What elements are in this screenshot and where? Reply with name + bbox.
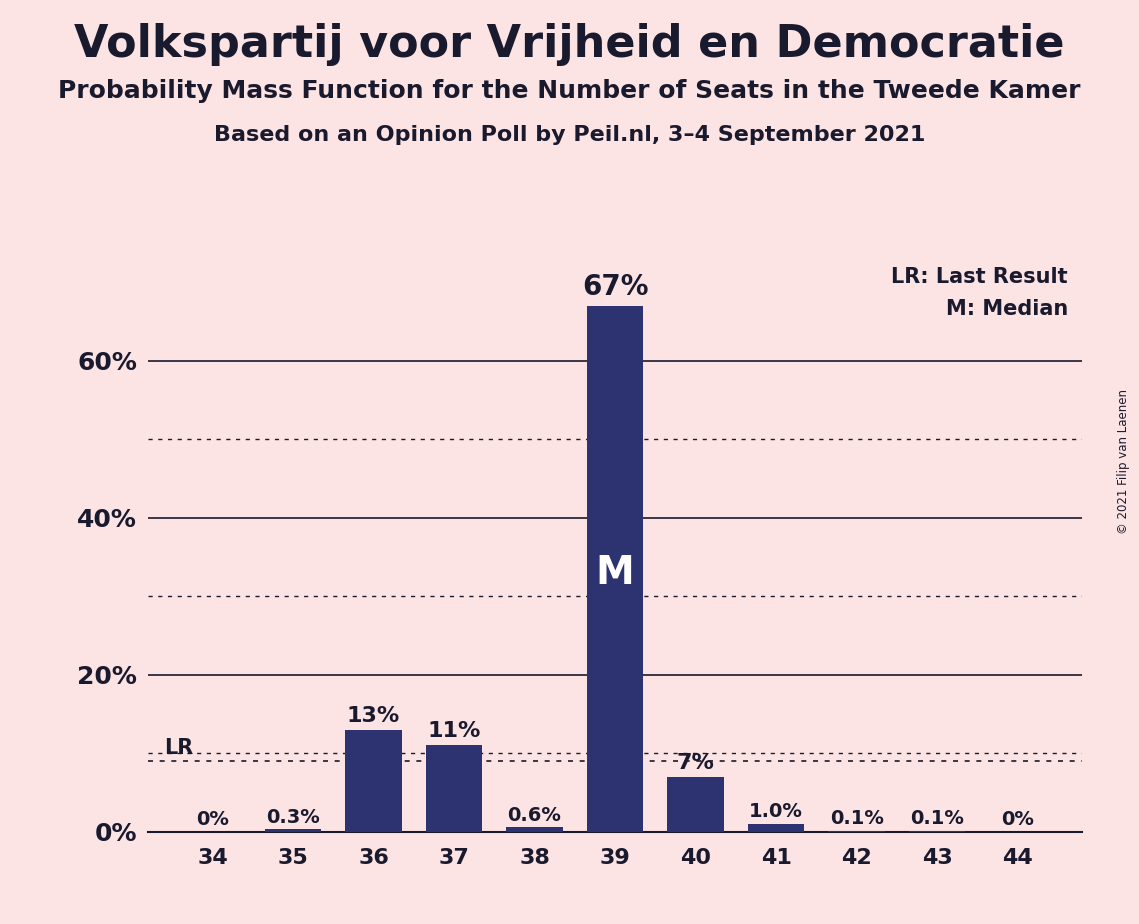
Text: 0.1%: 0.1%: [910, 809, 964, 829]
Text: 67%: 67%: [582, 274, 648, 301]
Text: © 2021 Filip van Laenen: © 2021 Filip van Laenen: [1117, 390, 1130, 534]
Text: LR: LR: [164, 738, 194, 758]
Bar: [426, 746, 482, 832]
Text: 0.1%: 0.1%: [829, 809, 884, 829]
Text: 1.0%: 1.0%: [749, 802, 803, 821]
Text: 0%: 0%: [1001, 810, 1034, 829]
Bar: [748, 824, 804, 832]
Text: 13%: 13%: [347, 706, 400, 725]
Text: 0%: 0%: [196, 810, 229, 829]
Text: M: Median: M: Median: [945, 298, 1068, 319]
Text: Volkspartij voor Vrijheid en Democratie: Volkspartij voor Vrijheid en Democratie: [74, 23, 1065, 67]
Text: 0.6%: 0.6%: [508, 806, 562, 824]
Text: LR: Last Result: LR: Last Result: [892, 267, 1068, 287]
Bar: [264, 829, 321, 832]
Text: M: M: [596, 553, 634, 591]
Bar: [345, 730, 402, 832]
Text: Based on an Opinion Poll by Peil.nl, 3–4 September 2021: Based on an Opinion Poll by Peil.nl, 3–4…: [214, 125, 925, 145]
Text: 0.3%: 0.3%: [267, 808, 320, 827]
Bar: [667, 777, 723, 832]
Bar: [507, 827, 563, 832]
Text: 7%: 7%: [677, 753, 714, 772]
Text: 11%: 11%: [427, 722, 481, 741]
Text: Probability Mass Function for the Number of Seats in the Tweede Kamer: Probability Mass Function for the Number…: [58, 79, 1081, 103]
Bar: [587, 306, 644, 832]
